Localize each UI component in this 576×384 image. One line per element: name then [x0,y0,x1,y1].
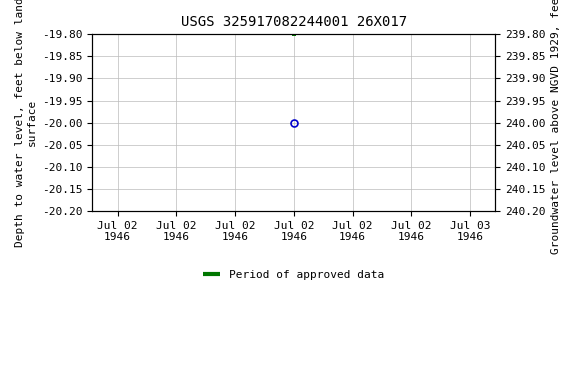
Title: USGS 325917082244001 26X017: USGS 325917082244001 26X017 [181,15,407,29]
Y-axis label: Depth to water level, feet below land
surface: Depth to water level, feet below land su… [15,0,37,247]
Y-axis label: Groundwater level above NGVD 1929, feet: Groundwater level above NGVD 1929, feet [551,0,561,254]
Legend: Period of approved data: Period of approved data [199,266,389,285]
